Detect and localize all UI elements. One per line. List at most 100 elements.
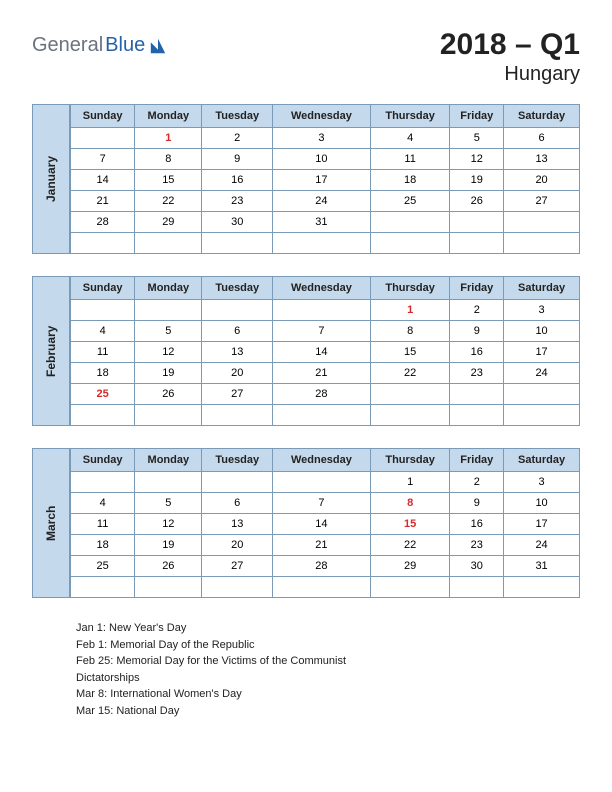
holiday-entry: Jan 1: New Year's Day [76,620,406,637]
day-cell: 14 [71,170,135,191]
day-header: Wednesday [273,277,371,300]
calendar-grid: SundayMondayTuesdayWednesdayThursdayFrid… [70,104,580,254]
day-cell: 10 [273,149,371,170]
day-cell [135,300,202,321]
day-cell: 4 [71,321,135,342]
table-row: 25262728293031 [71,556,580,577]
day-cell [71,300,135,321]
day-cell: 5 [135,321,202,342]
day-cell: 15 [370,342,450,363]
table-row: 28293031 [71,212,580,233]
holiday-entry: Feb 25: Memorial Day for the Victims of … [76,653,406,686]
day-cell [370,212,450,233]
day-cell [202,405,273,426]
day-cell: 22 [370,535,450,556]
day-cell [202,300,273,321]
day-cell: 9 [450,321,504,342]
day-cell: 17 [504,514,580,535]
table-row: 45678910 [71,493,580,514]
day-cell: 22 [135,191,202,212]
day-cell: 12 [135,514,202,535]
day-cell [504,233,580,254]
day-cell [71,233,135,254]
day-header: Saturday [504,277,580,300]
day-cell: 27 [504,191,580,212]
day-cell: 29 [135,212,202,233]
day-cell: 21 [71,191,135,212]
day-cell: 24 [504,535,580,556]
day-cell: 12 [135,342,202,363]
month-tab: February [32,276,70,426]
day-cell: 6 [202,321,273,342]
day-cell [273,405,371,426]
holiday-entry: Mar 8: International Women's Day [76,686,406,703]
day-cell: 9 [450,493,504,514]
table-row: 21222324252627 [71,191,580,212]
day-header: Friday [450,105,504,128]
day-cell: 3 [273,128,371,149]
calendars-container: JanuarySundayMondayTuesdayWednesdayThurs… [32,104,580,598]
day-cell [273,300,371,321]
day-cell: 3 [504,472,580,493]
day-header: Sunday [71,449,135,472]
day-cell: 8 [370,493,450,514]
day-cell [135,472,202,493]
day-cell: 15 [135,170,202,191]
calendar-month-block: FebruarySundayMondayTuesdayWednesdayThur… [32,276,580,426]
day-header: Monday [135,449,202,472]
day-cell: 21 [273,363,371,384]
day-cell: 1 [370,300,450,321]
day-cell: 24 [273,191,371,212]
day-header: Monday [135,105,202,128]
day-cell: 11 [71,514,135,535]
table-row [71,405,580,426]
page-subtitle: Hungary [440,63,580,86]
logo-shape-icon [149,37,167,55]
day-cell: 20 [504,170,580,191]
day-cell: 17 [504,342,580,363]
day-cell: 28 [71,212,135,233]
day-cell: 3 [504,300,580,321]
day-cell: 28 [273,384,371,405]
day-cell [450,233,504,254]
table-row: 123 [71,472,580,493]
day-cell [71,472,135,493]
day-cell: 26 [450,191,504,212]
day-cell [71,128,135,149]
day-cell: 19 [135,535,202,556]
day-header: Friday [450,277,504,300]
day-cell: 31 [273,212,371,233]
day-cell: 16 [202,170,273,191]
day-cell: 23 [450,535,504,556]
day-cell: 18 [71,535,135,556]
day-cell [450,577,504,598]
day-cell: 13 [202,514,273,535]
day-cell: 6 [202,493,273,514]
day-cell [202,233,273,254]
day-cell [202,472,273,493]
table-row [71,577,580,598]
day-header: Wednesday [273,449,371,472]
table-row: 11121314151617 [71,514,580,535]
page-title: 2018 – Q1 [440,28,580,61]
day-cell: 12 [450,149,504,170]
day-cell: 4 [370,128,450,149]
day-cell: 30 [450,556,504,577]
day-cell: 7 [273,321,371,342]
day-header: Saturday [504,449,580,472]
day-cell: 10 [504,493,580,514]
day-cell: 17 [273,170,371,191]
month-tab: March [32,448,70,598]
table-row: 45678910 [71,321,580,342]
day-cell: 24 [504,363,580,384]
day-cell: 30 [202,212,273,233]
day-cell: 29 [370,556,450,577]
day-header: Tuesday [202,277,273,300]
day-cell: 31 [504,556,580,577]
day-cell: 11 [370,149,450,170]
calendar-grid: SundayMondayTuesdayWednesdayThursdayFrid… [70,276,580,426]
day-cell: 15 [370,514,450,535]
day-cell: 20 [202,535,273,556]
day-cell: 18 [370,170,450,191]
day-cell: 13 [504,149,580,170]
